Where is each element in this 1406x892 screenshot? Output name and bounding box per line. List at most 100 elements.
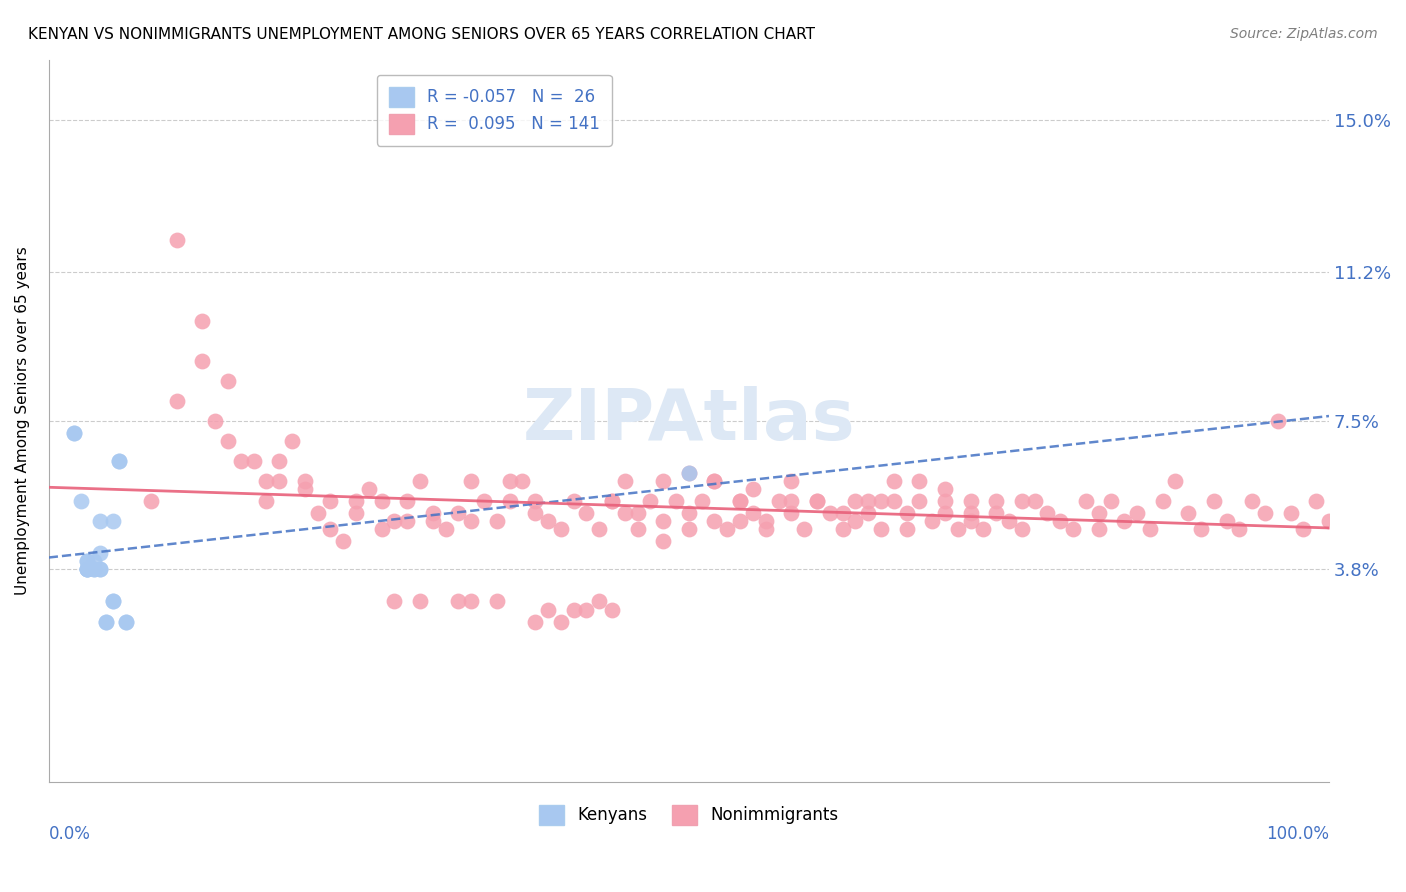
Point <box>703 474 725 488</box>
Point <box>959 514 981 528</box>
Point <box>728 494 751 508</box>
Point <box>806 494 828 508</box>
Point <box>934 494 956 508</box>
Point <box>690 494 713 508</box>
Point <box>755 522 778 536</box>
Point <box>728 514 751 528</box>
Y-axis label: Unemployment Among Seniors over 65 years: Unemployment Among Seniors over 65 years <box>15 246 30 595</box>
Point <box>908 494 931 508</box>
Point <box>1087 506 1109 520</box>
Point <box>96 615 118 629</box>
Point <box>83 554 105 568</box>
Point <box>984 506 1007 520</box>
Point <box>1036 506 1059 520</box>
Point <box>1254 506 1277 520</box>
Point <box>1292 522 1315 536</box>
Point <box>63 425 86 440</box>
Point <box>665 494 688 508</box>
Point <box>191 313 214 327</box>
Point <box>613 474 636 488</box>
Text: ZIPAtlas: ZIPAtlas <box>523 386 855 455</box>
Point <box>204 414 226 428</box>
Point <box>550 615 572 629</box>
Point <box>640 494 662 508</box>
Point <box>1049 514 1071 528</box>
Point <box>1305 494 1327 508</box>
Point <box>166 393 188 408</box>
Point <box>1099 494 1122 508</box>
Point <box>588 594 610 608</box>
Point <box>434 522 457 536</box>
Point <box>652 514 675 528</box>
Point <box>1062 522 1084 536</box>
Point <box>883 494 905 508</box>
Point <box>96 615 118 629</box>
Point <box>678 466 700 480</box>
Point <box>269 474 291 488</box>
Point <box>1241 494 1264 508</box>
Point <box>1267 414 1289 428</box>
Point <box>575 602 598 616</box>
Point <box>1177 506 1199 520</box>
Point <box>396 514 419 528</box>
Point <box>844 494 866 508</box>
Point <box>1229 522 1251 536</box>
Point <box>831 506 853 520</box>
Point <box>818 506 841 520</box>
Point <box>76 554 98 568</box>
Point <box>831 522 853 536</box>
Point <box>344 506 367 520</box>
Point <box>741 506 763 520</box>
Point <box>166 233 188 247</box>
Point <box>524 506 547 520</box>
Point <box>409 474 432 488</box>
Point <box>1164 474 1187 488</box>
Point <box>755 514 778 528</box>
Point <box>1152 494 1174 508</box>
Text: Source: ZipAtlas.com: Source: ZipAtlas.com <box>1230 27 1378 41</box>
Point <box>319 494 342 508</box>
Point <box>101 514 124 528</box>
Point <box>307 506 329 520</box>
Point <box>254 494 277 508</box>
Point <box>856 494 879 508</box>
Point <box>242 454 264 468</box>
Point <box>76 562 98 576</box>
Point <box>883 474 905 488</box>
Point <box>613 506 636 520</box>
Point <box>101 594 124 608</box>
Point <box>498 474 520 488</box>
Point <box>294 482 316 496</box>
Point <box>512 474 534 488</box>
Point <box>422 514 444 528</box>
Point <box>537 602 560 616</box>
Point <box>422 506 444 520</box>
Point <box>550 522 572 536</box>
Point <box>1317 514 1340 528</box>
Point <box>76 562 98 576</box>
Point <box>447 506 470 520</box>
Point <box>83 562 105 576</box>
Point <box>89 562 111 576</box>
Point <box>959 494 981 508</box>
Text: 0.0%: 0.0% <box>49 825 90 844</box>
Point <box>1189 522 1212 536</box>
Point <box>460 474 482 488</box>
Point <box>472 494 495 508</box>
Point <box>998 514 1021 528</box>
Point <box>856 506 879 520</box>
Point <box>652 534 675 549</box>
Point <box>946 522 969 536</box>
Point <box>76 554 98 568</box>
Point <box>588 522 610 536</box>
Point <box>575 506 598 520</box>
Point <box>984 494 1007 508</box>
Point <box>217 374 239 388</box>
Point <box>627 522 650 536</box>
Point <box>780 474 803 488</box>
Point <box>870 522 893 536</box>
Point <box>562 494 585 508</box>
Point <box>460 514 482 528</box>
Point <box>101 594 124 608</box>
Point <box>370 522 392 536</box>
